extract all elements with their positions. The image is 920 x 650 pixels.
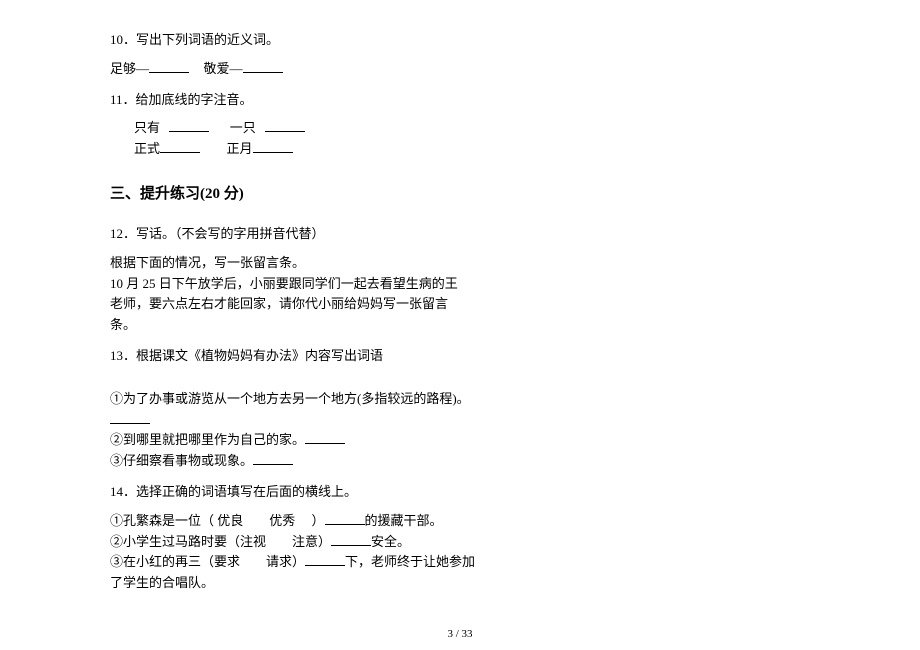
q12-text: 写话。（不会写的字用拼音代替）: [136, 226, 325, 241]
q11-r1-blank1[interactable]: [169, 118, 209, 132]
q14-blank2[interactable]: [331, 532, 371, 546]
q14-l3a: ③在小红的再三（要求 请求）: [110, 554, 305, 569]
q11-text: 给加底线的字注音。: [136, 92, 253, 107]
q13-blank2[interactable]: [305, 430, 345, 444]
q10-text: 写出下列词语的近义词。: [136, 32, 279, 47]
q10-answers: 足够— 敬爱—: [110, 59, 810, 80]
q13-blank1[interactable]: [110, 410, 150, 424]
q14-prompt: 14．选择正确的词语填写在后面的横线上。: [110, 482, 810, 503]
q11-r2-blank2[interactable]: [253, 139, 293, 153]
q13-item1: ①为了办事或游览从一个地方去另一个地方(多指较远的路程)。: [110, 391, 470, 406]
q10-w1: 足够—: [110, 61, 149, 76]
q14-num: 14．: [110, 484, 136, 499]
q12-p1: 根据下面的情况，写一张留言条。: [110, 253, 810, 274]
q10-blank1[interactable]: [149, 59, 189, 73]
q13-blank3[interactable]: [253, 451, 293, 465]
q11-num: 11．: [110, 92, 136, 107]
q11-r1b: 一只: [230, 120, 256, 135]
q14-l1a: ①孔繁森是一位（ 优良 优秀 ）: [110, 513, 325, 528]
q12-p2: 10 月 25 日下午放学后，小丽要跟同学们一起去看望生病的王老师，要六点左右才…: [110, 274, 470, 336]
section3-heading: 三、提升练习(20 分): [110, 182, 810, 206]
q11-prompt: 11．给加底线的字注音。: [110, 90, 810, 111]
q12-num: 12．: [110, 226, 136, 241]
q14-text: 选择正确的词语填写在后面的横线上。: [136, 484, 357, 499]
q13-item3: ③仔细察看事物或现象。: [110, 453, 253, 468]
q11-r1a: 只有: [134, 120, 160, 135]
q13-item2: ②到哪里就把哪里作为自己的家。: [110, 432, 305, 447]
q11-r2b: 正月: [227, 141, 253, 156]
q10-blank2[interactable]: [243, 59, 283, 73]
q11-rows: 只有 一只 正式 正月: [110, 118, 810, 160]
q14-blank3[interactable]: [305, 552, 345, 566]
q13-text: 根据课文《植物妈妈有办法》内容写出词语: [136, 348, 383, 363]
q11-r2a: 正式: [134, 141, 160, 156]
q12-prompt: 12．写话。（不会写的字用拼音代替）: [110, 224, 810, 245]
q14-l1b: 的援藏干部。: [365, 513, 443, 528]
q14-l2a: ②小学生过马路时要（注视 注意）: [110, 534, 331, 549]
q13-num: 13．: [110, 348, 136, 363]
q11-r1-blank2[interactable]: [265, 118, 305, 132]
q11-r2-blank1[interactable]: [160, 139, 200, 153]
q10-prompt: 10．写出下列词语的近义词。: [110, 30, 810, 51]
q10-num: 10．: [110, 32, 136, 47]
q13-item1-wrap: ①为了办事或游览从一个地方去另一个地方(多指较远的路程)。: [110, 389, 480, 410]
q14-blank1[interactable]: [325, 511, 365, 525]
q13-prompt: 13．根据课文《植物妈妈有办法》内容写出词语: [110, 346, 810, 367]
page-footer: 3 / 33: [0, 628, 920, 640]
q10-w2: 敬爱—: [204, 61, 243, 76]
q14-l2b: 安全。: [371, 534, 410, 549]
